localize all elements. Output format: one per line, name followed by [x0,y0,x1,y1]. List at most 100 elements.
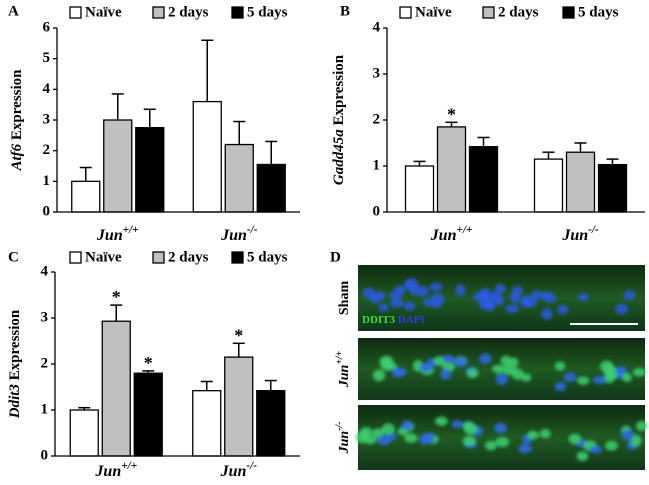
bar [224,356,254,457]
row-label: Jun-/- [334,422,352,455]
nuclei [355,416,648,462]
nucleus [381,423,395,435]
y-axis-label: Gadd45a Expression [331,54,347,185]
bar [133,372,163,457]
row-label: Sham [337,281,352,316]
bar [192,100,222,213]
bar [103,119,133,213]
nucleus [390,298,404,308]
micrograph-panel: D Sham Jun+/+ Jun-/- DDIT3 DAPI [330,249,648,470]
x-tick-label: Jun+/+ [94,460,137,480]
nucleus [478,288,492,300]
nucleus [442,354,455,364]
nucleus [554,361,566,371]
legend-swatch [152,251,165,264]
nucleus [394,285,406,294]
legend-label: Naïve [415,4,452,20]
nucleus [429,282,443,292]
legend-swatch [562,6,575,19]
nucleus [636,420,648,432]
nucleus [604,440,618,451]
nucleus [507,357,519,368]
bar-chart: B Gadd45a Expression 0 1 2 3 4 Naïve 2 days 5 day… [331,3,645,244]
nucleus [419,362,434,373]
legend-label: 5 days [247,249,288,265]
legend-swatch [69,6,82,19]
nuclei [372,353,646,392]
y-tick-label: 4 [43,81,51,97]
y-tick-label: 2 [373,111,381,127]
bar [256,163,286,213]
nucleus [377,435,391,446]
nucleus [462,421,474,431]
bar [565,151,596,213]
legend-label: 2 days [168,4,209,20]
bar [224,143,254,213]
nucleus [401,420,413,431]
nucleus [576,451,589,462]
y-tick-label: 6 [43,19,51,35]
significance-marker: * [447,104,456,124]
nucleus [372,369,386,382]
nucleus [380,358,394,371]
legend-swatch [482,6,495,19]
y-tick-label: 1 [41,401,49,417]
panel-label: B [340,3,350,19]
nucleus [455,284,466,297]
bar [135,127,165,213]
legend-label: 2 days [168,249,209,265]
bar [404,165,435,213]
y-axis-label: Ddit3 Expression [7,309,23,419]
bar [101,320,131,457]
nucleus [530,290,543,300]
nucleus [479,353,492,365]
nuclei [362,278,636,320]
nucleus [623,290,636,301]
y-tick-label: 0 [41,447,49,463]
y-tick-label: 3 [41,309,49,325]
nucleus [539,429,551,439]
nucleus [621,429,635,441]
y-axis-label: Atf6 Expression [9,69,25,172]
panel-label: C [8,249,19,265]
bar [71,180,101,213]
bar [256,390,286,457]
significance-marker: * [112,287,121,307]
y-tick-label: 2 [43,142,51,158]
nucleus [435,416,448,426]
x-tick-label: Jun+/+ [96,224,139,244]
stain-legend: DDIT3 DAPI [362,314,425,326]
nucleus [527,430,540,440]
nucleus [451,420,463,429]
nucleus [462,435,476,447]
nucleus [378,303,389,312]
nucleus [518,444,532,454]
nucleus [355,431,370,444]
nucleus [482,297,495,309]
nucleus [431,298,442,309]
nucleus [578,293,589,302]
nucleus [577,376,590,385]
nucleus [453,356,468,368]
nucleus [521,373,532,382]
nucleus [615,303,629,315]
nucleus [512,368,524,380]
nucleus [568,433,582,444]
nucleus [520,295,532,308]
bar-chart: C Ddit3 Expression 0 1 2 3 4 Naïve 2 days 5 days J… [7,249,300,480]
bar [192,390,222,457]
legend-swatch [231,251,244,264]
nucleus [600,360,614,373]
legend-swatch [69,251,82,264]
y-tick-label: 3 [43,111,51,127]
x-tick-label: Jun-/- [220,224,258,244]
bar [533,158,564,213]
nucleus [440,368,451,380]
nucleus [495,437,510,448]
nucleus [423,432,436,444]
nucleus [492,364,505,374]
bar [436,126,467,213]
x-tick-label: Jun-/- [220,460,258,480]
nucleus [541,308,553,320]
